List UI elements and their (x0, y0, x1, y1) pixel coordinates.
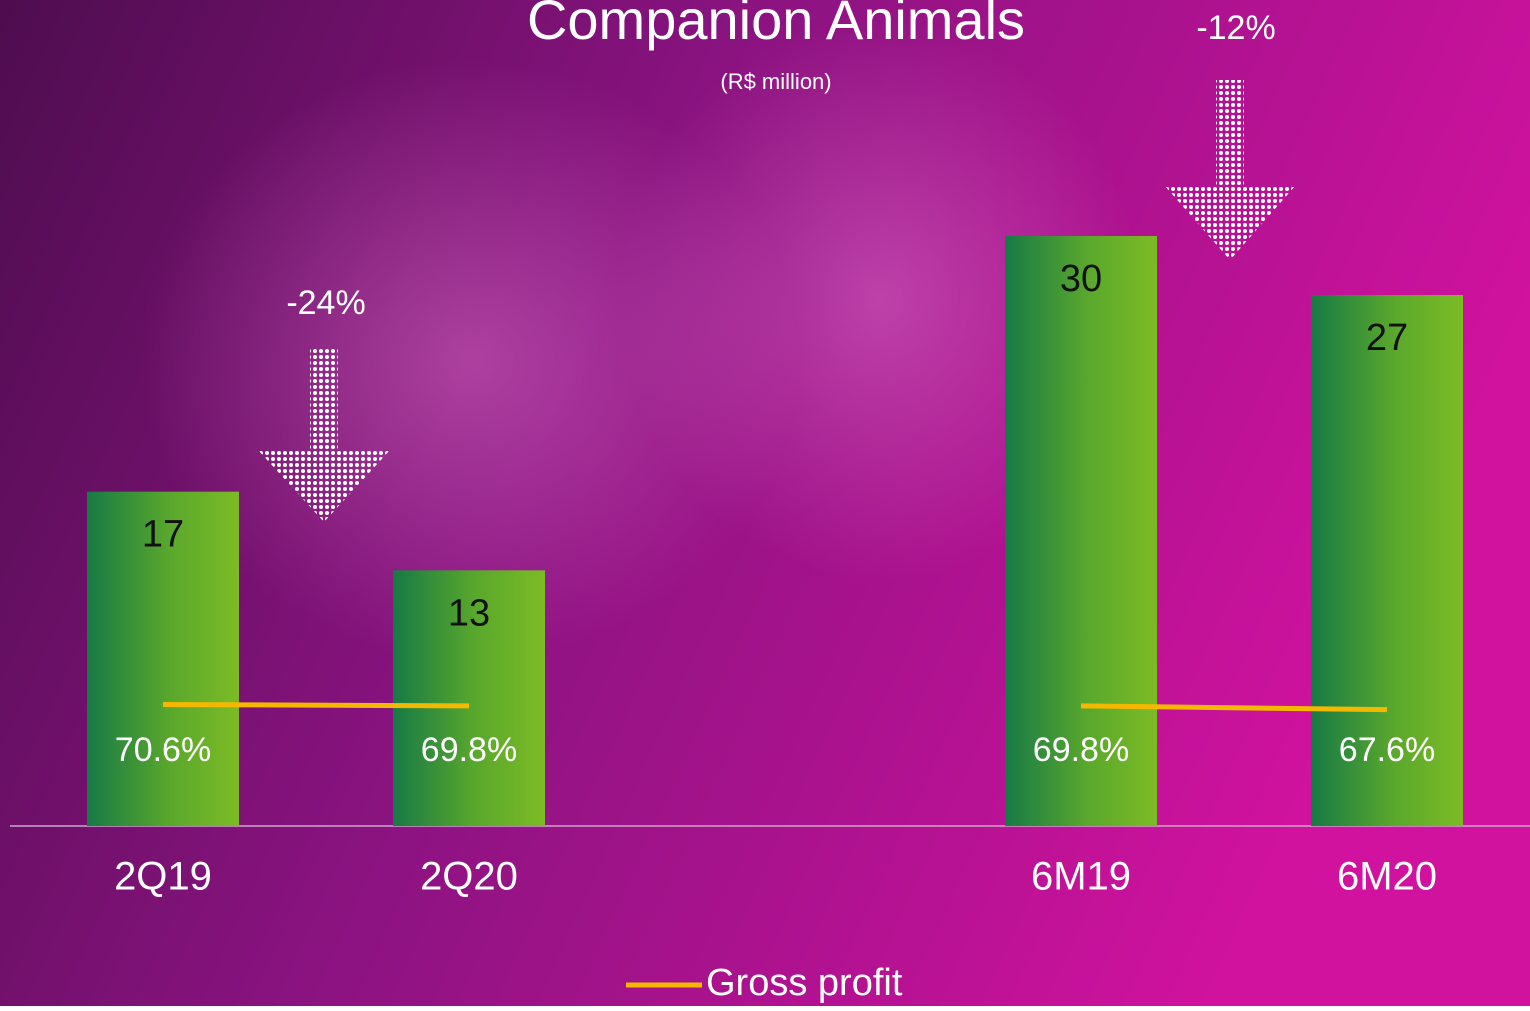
x-tick-label: 6M20 (1337, 855, 1437, 899)
bar (87, 491, 239, 826)
chart-subtitle: (R$ million) (720, 69, 831, 94)
arrow (1164, 80, 1296, 260)
x-tick-label: 6M19 (1031, 855, 1131, 899)
chart-title: Companion Animals (527, 0, 1025, 51)
margin-label: 69.8% (1033, 731, 1129, 769)
legend-label: Gross profit (706, 962, 903, 1004)
bar (393, 570, 545, 826)
x-tick-label: 2Q20 (420, 855, 518, 899)
bar (1311, 295, 1463, 826)
bar (1005, 236, 1157, 826)
annotation: -24% (286, 284, 365, 322)
annotation: -12% (1196, 9, 1275, 47)
x-tick-label: 2Q19 (114, 855, 212, 899)
margin-label: 67.6% (1339, 731, 1435, 769)
bar-value-label: 30 (1060, 258, 1102, 300)
arrow (258, 348, 390, 522)
bar-value-label: 13 (448, 592, 490, 634)
margin-label: 70.6% (115, 731, 211, 769)
legend: Gross profit (626, 962, 903, 1004)
bar-value-label: 27 (1366, 317, 1408, 359)
bar-value-label: 17 (142, 514, 184, 556)
margin-label: 69.8% (421, 731, 517, 769)
gross-profit-line (162, 702, 1388, 713)
